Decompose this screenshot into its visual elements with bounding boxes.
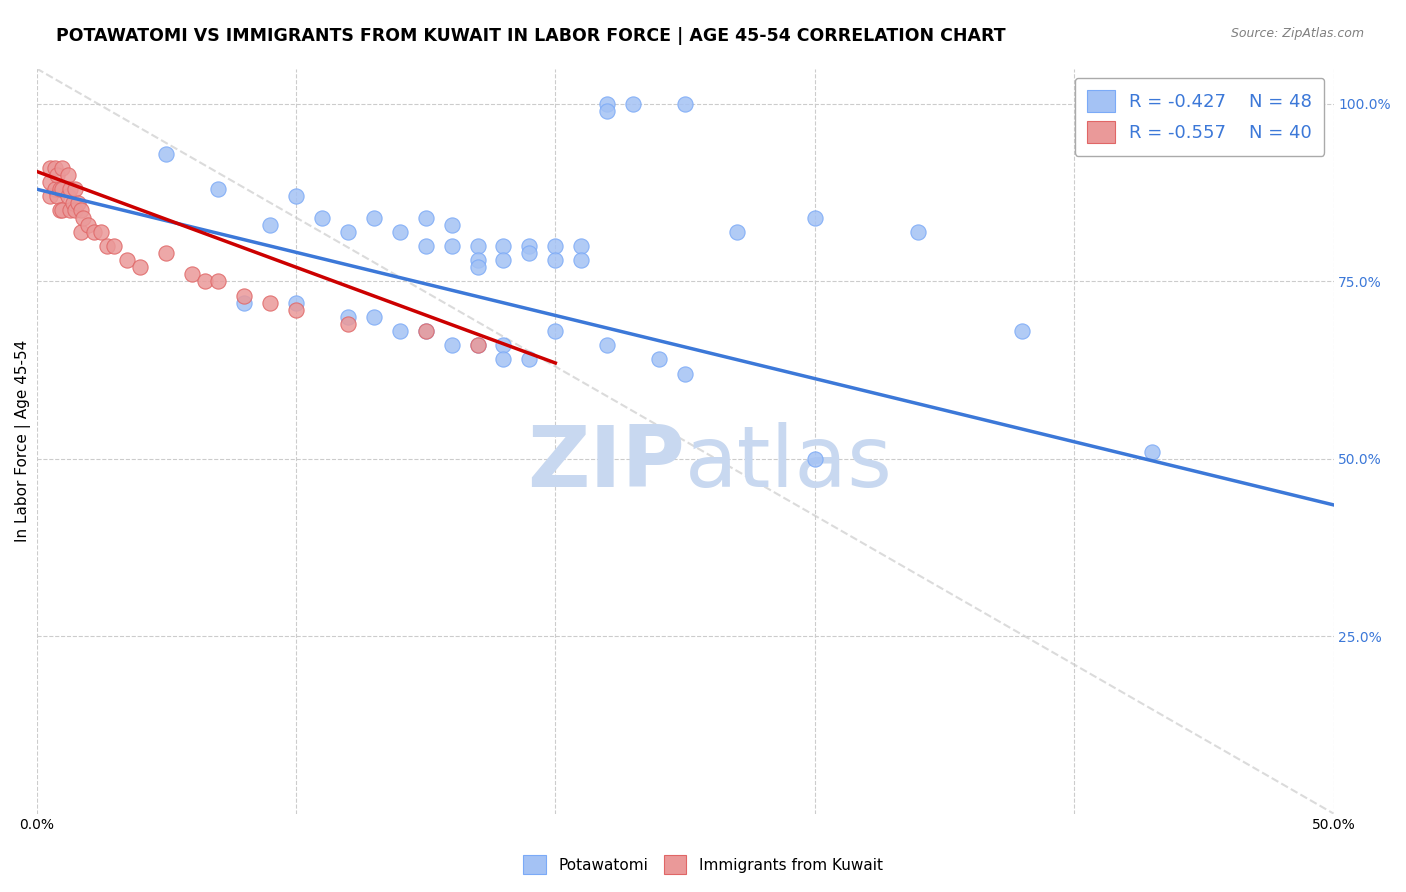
Point	[388, 324, 411, 338]
Point	[259, 218, 281, 232]
Point	[725, 225, 748, 239]
Point	[907, 225, 929, 239]
Point	[77, 218, 100, 232]
Point	[69, 203, 91, 218]
Point	[544, 324, 567, 338]
Point	[56, 189, 79, 203]
Legend: R = -0.427    N = 48, R = -0.557    N = 40: R = -0.427 N = 48, R = -0.557 N = 40	[1074, 78, 1324, 156]
Point	[65, 182, 87, 196]
Point	[72, 211, 94, 225]
Point	[96, 239, 118, 253]
Point	[284, 302, 307, 317]
Point	[492, 338, 515, 352]
Point	[56, 168, 79, 182]
Point	[207, 182, 229, 196]
Point	[181, 267, 204, 281]
Point	[44, 161, 66, 175]
Point	[440, 218, 463, 232]
Point	[38, 175, 60, 189]
Point	[336, 225, 359, 239]
Point	[492, 352, 515, 367]
Point	[194, 274, 217, 288]
Point	[65, 203, 87, 218]
Point	[440, 239, 463, 253]
Point	[129, 260, 152, 275]
Point	[621, 97, 644, 112]
Point	[467, 239, 489, 253]
Point	[803, 451, 825, 466]
Point	[648, 352, 671, 367]
Point	[67, 196, 90, 211]
Point	[46, 189, 69, 203]
Point	[117, 253, 139, 268]
Point	[467, 253, 489, 268]
Text: Source: ZipAtlas.com: Source: ZipAtlas.com	[1230, 27, 1364, 40]
Point	[1140, 444, 1163, 458]
Point	[51, 203, 73, 218]
Point	[259, 295, 281, 310]
Point	[492, 253, 515, 268]
Point	[336, 317, 359, 331]
Point	[415, 324, 437, 338]
Point	[519, 352, 541, 367]
Point	[103, 239, 125, 253]
Point	[51, 161, 73, 175]
Point	[62, 196, 84, 211]
Point	[388, 225, 411, 239]
Point	[519, 246, 541, 260]
Point	[284, 295, 307, 310]
Text: POTAWATOMI VS IMMIGRANTS FROM KUWAIT IN LABOR FORCE | AGE 45-54 CORRELATION CHAR: POTAWATOMI VS IMMIGRANTS FROM KUWAIT IN …	[56, 27, 1005, 45]
Point	[83, 225, 105, 239]
Point	[467, 338, 489, 352]
Point	[38, 161, 60, 175]
Point	[492, 239, 515, 253]
Point	[363, 211, 385, 225]
Point	[440, 338, 463, 352]
Point	[207, 274, 229, 288]
Point	[233, 288, 256, 302]
Point	[49, 203, 72, 218]
Point	[803, 211, 825, 225]
Point	[38, 189, 60, 203]
Point	[46, 168, 69, 182]
Text: atlas: atlas	[685, 422, 893, 505]
Text: ZIP: ZIP	[527, 422, 685, 505]
Point	[673, 97, 696, 112]
Legend: Potawatomi, Immigrants from Kuwait: Potawatomi, Immigrants from Kuwait	[517, 849, 889, 880]
Point	[415, 211, 437, 225]
Point	[59, 203, 82, 218]
Point	[569, 239, 592, 253]
Point	[544, 253, 567, 268]
Point	[1011, 324, 1033, 338]
Point	[69, 225, 91, 239]
Point	[596, 338, 619, 352]
Point	[311, 211, 333, 225]
Point	[544, 239, 567, 253]
Point	[467, 338, 489, 352]
Point	[415, 239, 437, 253]
Point	[59, 182, 82, 196]
Point	[155, 246, 177, 260]
Y-axis label: In Labor Force | Age 45-54: In Labor Force | Age 45-54	[15, 340, 31, 542]
Point	[519, 239, 541, 253]
Point	[596, 97, 619, 112]
Point	[336, 310, 359, 324]
Point	[44, 182, 66, 196]
Point	[673, 367, 696, 381]
Point	[49, 182, 72, 196]
Point	[233, 295, 256, 310]
Point	[90, 225, 112, 239]
Point	[284, 189, 307, 203]
Point	[596, 104, 619, 119]
Point	[155, 146, 177, 161]
Point	[51, 182, 73, 196]
Point	[467, 260, 489, 275]
Point	[415, 324, 437, 338]
Point	[363, 310, 385, 324]
Point	[569, 253, 592, 268]
